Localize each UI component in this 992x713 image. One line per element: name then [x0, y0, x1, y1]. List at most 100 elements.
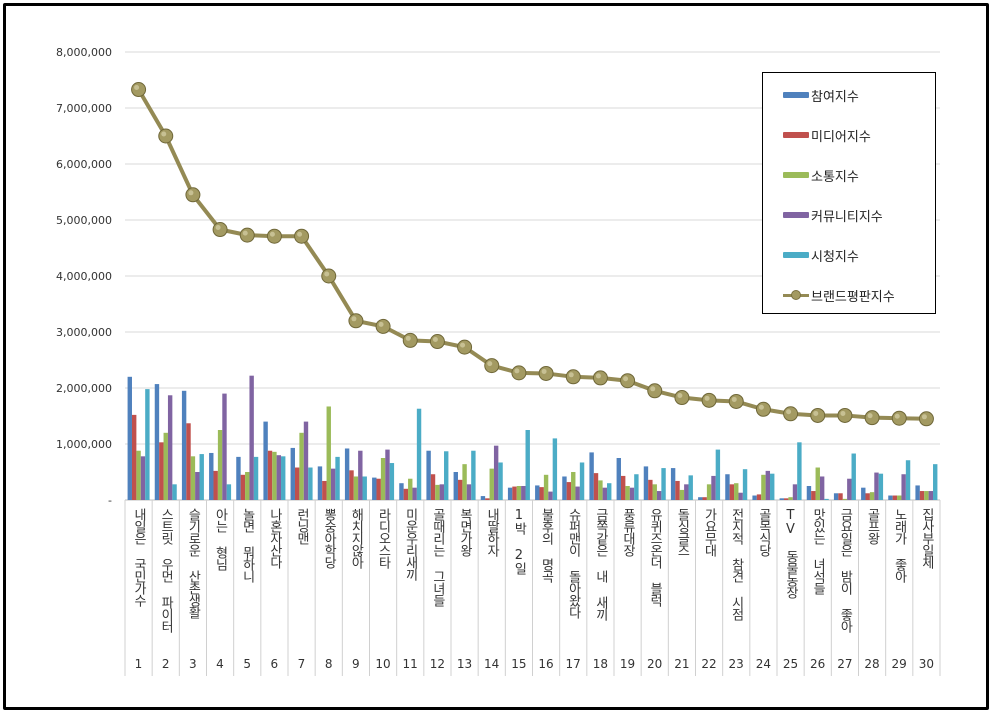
bar-4-cat-1 — [140, 456, 146, 500]
bar-4-cat-15 — [521, 486, 526, 500]
line-point-highlight — [487, 361, 493, 367]
category-label: 슈퍼맨이 돌아왔다 — [565, 508, 581, 618]
bar-1-cat-12 — [426, 450, 431, 500]
bar-5-cat-28 — [878, 473, 884, 500]
category-label: 슬기로운 산촌생활 — [185, 508, 201, 618]
line-point-24 — [755, 401, 771, 417]
line-point-highlight — [460, 342, 466, 348]
bar-4-cat-5 — [249, 375, 254, 500]
rank-label: 9 — [352, 657, 360, 671]
bar-5-cat-19 — [634, 474, 639, 500]
bar-4-cat-7 — [303, 421, 309, 500]
rank-label: 30 — [918, 657, 934, 671]
category-label: 아는 형님 — [212, 508, 228, 570]
bar-2-cat-2 — [159, 442, 164, 500]
bar-1-cat-17 — [562, 476, 567, 500]
bar-1-cat-13 — [453, 472, 458, 500]
bar-4-cat-8 — [330, 468, 336, 500]
bar-5-cat-4 — [226, 484, 232, 500]
bar-5-cat-25 — [797, 442, 802, 500]
line-point-highlight — [813, 410, 819, 416]
line-point-highlight — [921, 414, 927, 420]
line-point-highlight — [650, 386, 656, 392]
bar-4-cat-9 — [358, 450, 363, 500]
bar-5-cat-3 — [199, 454, 204, 500]
y-tick-label: 2,000,000 — [56, 382, 112, 395]
legend-swatch — [783, 172, 809, 178]
bar-2-cat-18 — [593, 473, 599, 500]
legend-label: 시청지수 — [811, 249, 859, 265]
bar-1-cat-22 — [698, 497, 703, 500]
legend-item-participation: 참여지수 — [783, 85, 859, 105]
rank-label: 21 — [674, 657, 690, 671]
category-label: 해치지않아 — [348, 508, 364, 568]
bar-5-cat-17 — [579, 462, 585, 500]
category-label: 풍류대장 — [620, 508, 635, 556]
bar-2-cat-26 — [811, 491, 816, 500]
category-label: 금요일은 밤이 좋아 — [837, 508, 853, 632]
line-point-5 — [239, 227, 255, 243]
bar-1-cat-19 — [616, 458, 621, 500]
y-tick-label: 4,000,000 — [56, 270, 112, 283]
bar-4-cat-10 — [385, 449, 390, 500]
bar-3-cat-18 — [598, 480, 603, 500]
bar-2-cat-13 — [457, 479, 463, 500]
rank-label: 24 — [755, 657, 771, 671]
rank-label: 23 — [728, 657, 744, 671]
bar-4-cat-24 — [765, 470, 771, 500]
bar-1-cat-6 — [263, 421, 268, 500]
line-point-highlight — [242, 230, 248, 236]
bar-3-cat-9 — [353, 476, 359, 500]
category-label: 불후의 명곡 — [538, 508, 554, 582]
line-point-17 — [565, 369, 581, 385]
bar-4-cat-30 — [928, 491, 934, 500]
line-point-14 — [484, 358, 500, 374]
bar-1-cat-28 — [861, 487, 866, 500]
rank-label: 3 — [189, 657, 197, 671]
line-point-4 — [212, 222, 228, 238]
bar-1-cat-11 — [399, 483, 404, 500]
bar-2-cat-30 — [919, 491, 925, 500]
line-point-11 — [402, 332, 418, 348]
line-point-23 — [728, 393, 744, 409]
bar-3-cat-1 — [136, 450, 141, 500]
rank-label: 7 — [297, 657, 306, 671]
rank-label: 16 — [538, 657, 554, 671]
bar-2-cat-25 — [783, 498, 789, 500]
bar-4-cat-27 — [847, 478, 852, 500]
bar-1-cat-4 — [209, 452, 214, 500]
bar-4-cat-16 — [548, 491, 553, 500]
bar-3-cat-25 — [788, 497, 793, 500]
category-label: 놀면 뭐하니 — [239, 508, 255, 582]
bar-5-cat-10 — [389, 463, 395, 500]
y-tick-label: - — [108, 494, 112, 507]
rank-label: 18 — [592, 657, 608, 671]
bar-2-cat-6 — [267, 450, 273, 500]
bar-2-cat-29 — [892, 495, 898, 500]
bar-3-cat-11 — [408, 478, 413, 500]
bar-3-cat-14 — [489, 468, 494, 500]
bar-5-cat-15 — [525, 430, 530, 500]
line-point-highlight — [595, 373, 601, 379]
line-point-19 — [620, 373, 636, 389]
category-label: 미운우리새끼 — [402, 508, 418, 580]
category-label: 내일은 국민가수 — [131, 508, 146, 606]
bar-4-cat-11 — [412, 487, 417, 500]
category-label: 내딸하자 — [484, 508, 500, 556]
legend-item-brand-reputation: 브랜드평판지수 — [783, 285, 895, 305]
bar-5-cat-26 — [824, 498, 829, 500]
line-point-highlight — [731, 396, 737, 402]
bar-4-cat-23 — [738, 492, 743, 500]
bar-5-cat-14 — [498, 462, 503, 500]
category-label: 돌싱글즈 — [674, 508, 690, 556]
rank-label: 15 — [511, 657, 527, 671]
bar-5-cat-1 — [145, 389, 150, 500]
bar-3-cat-24 — [761, 474, 766, 500]
rank-label: 26 — [810, 657, 826, 671]
line-point-highlight — [269, 231, 275, 237]
y-tick-label: 6,000,000 — [56, 158, 112, 171]
category-label: 전지적 참견 시점 — [728, 508, 744, 620]
bar-5-cat-27 — [851, 453, 856, 500]
legend-swatch — [783, 252, 809, 258]
